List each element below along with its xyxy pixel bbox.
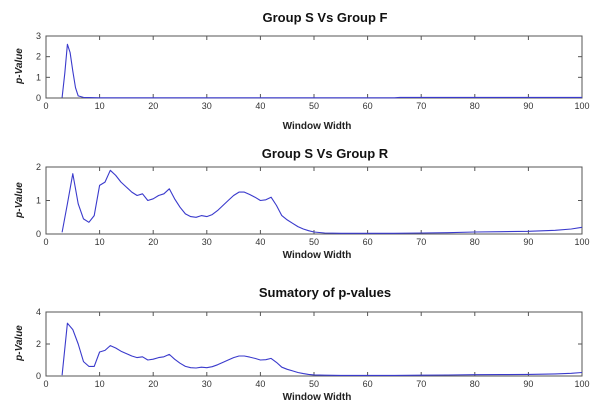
panel-1-ylabel: p-Value	[14, 48, 25, 85]
panel-2-xticks: 0 10 20 30 40 50 60 70 80 90 100	[43, 167, 590, 247]
panel-2-yticks: 0 1 2	[36, 162, 582, 239]
panel-3-xtick-label: 80	[470, 379, 480, 389]
panel-2-ylabel: p-Value	[14, 182, 25, 219]
panel-1-ytick-label: 1	[36, 72, 41, 82]
panel-3-xtick-label: 60	[363, 379, 373, 389]
panel-2: Group S Vs Group R p-Value Window Width …	[14, 146, 590, 261]
panel-1-ytick-label: 2	[36, 52, 41, 62]
panel-2-xtick-label: 80	[470, 237, 480, 247]
panel-3-ytick-label: 2	[36, 339, 41, 349]
panel-3-yticks: 0 2 4	[36, 307, 582, 381]
panel-1-series-line	[61, 43, 582, 99]
panel-1-ytick-label: 3	[36, 31, 41, 41]
panel-1-xtick-label: 0	[43, 101, 48, 111]
panel-3-ytick-label: 0	[36, 371, 41, 381]
panel-2-xlabel: Window Width	[283, 250, 352, 261]
panel-1-plot-area	[61, 43, 582, 99]
panel-2-ytick-label: 2	[36, 162, 41, 172]
panel-1-xtick-label: 30	[202, 101, 212, 111]
panel-2-xtick-label: 40	[255, 237, 265, 247]
panel-1-xtick-label: 10	[95, 101, 105, 111]
panel-2-plot-area	[61, 169, 583, 234]
panel-1-xtick-label: 20	[148, 101, 158, 111]
panel-1-xticks: 0 10 20 30 40 50 60 70 80 90 100	[43, 36, 590, 111]
panel-2-title: Group S Vs Group R	[262, 146, 389, 161]
panel-1-xtick-label: 90	[523, 101, 533, 111]
panel-3-ytick-label: 4	[36, 307, 41, 317]
panel-1-xlabel: Window Width	[283, 121, 352, 132]
panel-1-xtick-label: 40	[255, 101, 265, 111]
panel-2-xtick-label: 30	[202, 237, 212, 247]
panel-2-ytick-label: 0	[36, 229, 41, 239]
panel-2-xtick-label: 60	[363, 237, 373, 247]
panel-2-xtick-label: 10	[95, 237, 105, 247]
panel-3-xtick-label: 30	[202, 379, 212, 389]
panel-3-xtick-label: 50	[309, 379, 319, 389]
panel-1-xtick-label: 100	[574, 101, 589, 111]
panel-1-xtick-label: 60	[363, 101, 373, 111]
panel-3-xtick-label: 40	[255, 379, 265, 389]
panel-3-xlabel: Window Width	[283, 392, 352, 403]
panel-3-xtick-label: 20	[148, 379, 158, 389]
panel-3-xtick-label: 70	[416, 379, 426, 389]
panel-2-xtick-label: 20	[148, 237, 158, 247]
panel-2-series-line	[61, 169, 583, 234]
panel-2-xtick-label: 90	[523, 237, 533, 247]
panel-3-ylabel: p-Value	[14, 325, 25, 362]
panel-2-xtick-label: 0	[43, 237, 48, 247]
panel-3-series-line	[61, 322, 583, 376]
panel-2-xtick-label: 100	[574, 237, 589, 247]
panel-2-ytick-label: 1	[36, 196, 41, 206]
panel-3-xtick-label: 10	[95, 379, 105, 389]
panel-2-xtick-label: 50	[309, 237, 319, 247]
panel-3-xtick-label: 90	[523, 379, 533, 389]
panel-1-yticks: 0 1 2 3	[36, 31, 582, 103]
panel-1-xtick-label: 70	[416, 101, 426, 111]
panel-1-title: Group S Vs Group F	[263, 10, 388, 25]
panel-3: Sumatory of p-values p-Value Window Widt…	[14, 285, 590, 403]
panel-3-plot-area	[61, 322, 583, 376]
panel-3-xtick-label: 0	[43, 379, 48, 389]
panel-1-xtick-label: 80	[470, 101, 480, 111]
panel-3-xtick-label: 100	[574, 379, 589, 389]
panel-1-ytick-label: 0	[36, 93, 41, 103]
panel-1-xtick-label: 50	[309, 101, 319, 111]
panel-3-title: Sumatory of p-values	[259, 285, 391, 300]
panel-1: Group S Vs Group F p-Value Window Width …	[14, 10, 590, 132]
panel-2-xtick-label: 70	[416, 237, 426, 247]
panel-3-xticks: 0 10 20 30 40 50 60 70 80 90 100	[43, 312, 590, 389]
